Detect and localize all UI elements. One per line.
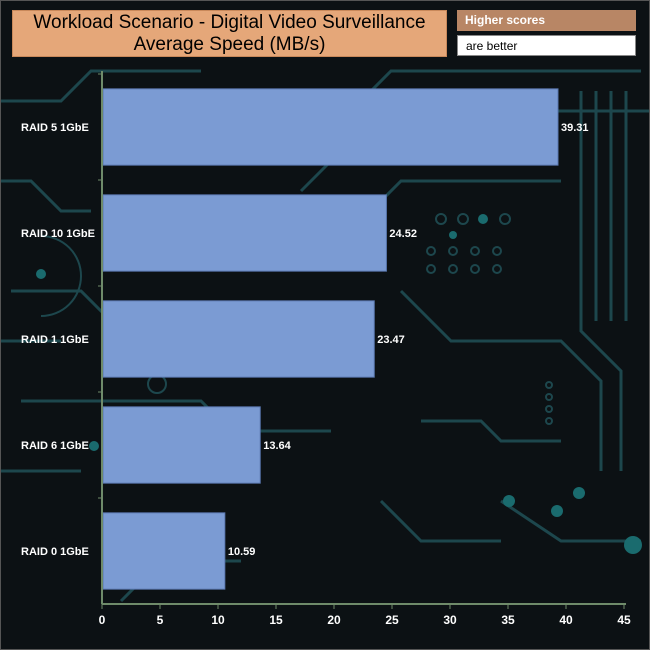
category-label: RAID 1 1GbE [21, 334, 89, 346]
note-higher-scores: Higher scores [457, 10, 636, 31]
x-tick-label: 10 [211, 613, 225, 627]
bar-raid-0-1gbe [102, 512, 226, 590]
value-label: 39.31 [561, 122, 589, 134]
chart-title-line-2: Average Speed (MB/s) [133, 34, 326, 55]
bar-raid-5-1gbe [102, 88, 559, 166]
x-tick-label: 45 [617, 613, 631, 627]
x-tick-label: 20 [327, 613, 341, 627]
value-label: 10.59 [228, 546, 256, 558]
chart-title: Workload Scenario - Digital Video Survei… [12, 10, 447, 57]
x-tick-label: 25 [385, 613, 399, 627]
x-tick-label: 30 [443, 613, 457, 627]
bar-raid-1-1gbe [102, 300, 375, 378]
bar-raid-10-1gbe [102, 194, 387, 272]
value-label: 24.52 [389, 228, 417, 240]
x-tick-label: 40 [559, 613, 573, 627]
note-are-better: are better [457, 35, 636, 56]
category-label: RAID 10 1GbE [21, 228, 95, 240]
value-label: 23.47 [377, 334, 405, 346]
bar-raid-6-1gbe [102, 406, 261, 484]
category-label: RAID 5 1GbE [21, 122, 89, 134]
x-tick-label: 0 [99, 613, 106, 627]
category-label: RAID 6 1GbE [21, 440, 89, 452]
value-label: 13.64 [263, 440, 291, 452]
x-tick-label: 5 [157, 613, 164, 627]
category-label: RAID 0 1GbE [21, 546, 89, 558]
chart-title-line-1: Workload Scenario - Digital Video Survei… [33, 12, 426, 33]
x-tick-label: 35 [501, 613, 515, 627]
x-tick-label: 15 [269, 613, 283, 627]
